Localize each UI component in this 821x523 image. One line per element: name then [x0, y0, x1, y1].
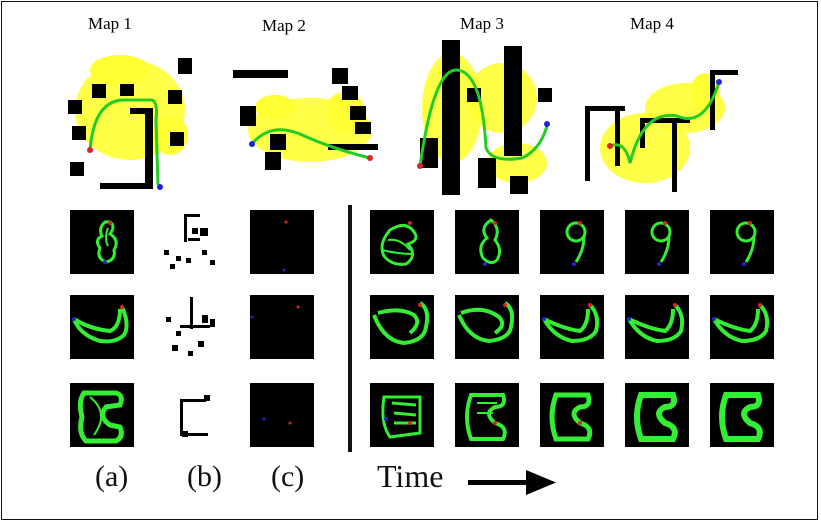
- map-1-goal: [157, 184, 163, 190]
- map-2-samples: [248, 92, 372, 162]
- row-2-time-4: [625, 295, 689, 359]
- row-3-time-3: [540, 383, 604, 447]
- map-4-path: [609, 81, 721, 164]
- map-1-path: [88, 98, 160, 186]
- time-label: Time: [377, 458, 444, 494]
- row-1-time-5: [710, 210, 774, 274]
- row-3-col-a-panel: [70, 383, 134, 447]
- row-1-time-2: [455, 210, 519, 274]
- map-1-title: Map 1: [88, 14, 132, 33]
- map-3-start: [417, 163, 423, 169]
- map-2-title: Map 2: [262, 16, 306, 35]
- row-1-col-c-panel: [250, 210, 314, 274]
- row-1-time-4: [625, 210, 689, 274]
- map-4-goal: [716, 79, 722, 85]
- row-3-time-2: [455, 383, 519, 447]
- row-2-col-b-map: [162, 295, 226, 359]
- map-2: [233, 68, 378, 170]
- map-3-goal: [544, 121, 550, 127]
- map-1-start: [87, 147, 93, 153]
- row-1-time-1: [370, 210, 434, 274]
- map-3: [417, 40, 552, 195]
- map-1-obstacles: [68, 58, 192, 189]
- map-3-title: Map 3: [460, 14, 504, 33]
- col-label-b: (b): [187, 460, 222, 493]
- row-3-time-5: [710, 383, 774, 447]
- row-1-col-b-map: [162, 210, 226, 274]
- map-2-start: [367, 155, 373, 161]
- time-divider: [348, 205, 352, 452]
- map-2-obstacles: [233, 68, 378, 170]
- row-2-time-3: [540, 295, 604, 359]
- map-4: [585, 70, 738, 192]
- row-1-time-3: [540, 210, 604, 274]
- row-1-col-a-panel: [70, 210, 134, 274]
- map-1: [68, 55, 192, 190]
- map-2-path: [250, 128, 371, 160]
- row-2-col-a-panel: [70, 295, 134, 359]
- row-3-time-1: [370, 383, 434, 447]
- row-2-time-1: [370, 295, 434, 359]
- row-3-time-4: [625, 383, 689, 447]
- arrow-right-icon: [468, 470, 556, 495]
- col-label-c: (c): [271, 460, 305, 493]
- row-2-col-c-panel: [250, 295, 314, 359]
- row-3-col-c-panel: [250, 383, 314, 447]
- map-4-title: Map 4: [630, 14, 674, 33]
- row-2-time-2: [455, 295, 519, 359]
- row-3-col-b-map: [162, 383, 226, 447]
- map-3-path: [418, 68, 549, 167]
- map-2-goal: [249, 141, 255, 147]
- col-label-a: (a): [95, 460, 129, 493]
- row-2-time-5: [710, 295, 774, 359]
- map-4-start: [607, 143, 613, 149]
